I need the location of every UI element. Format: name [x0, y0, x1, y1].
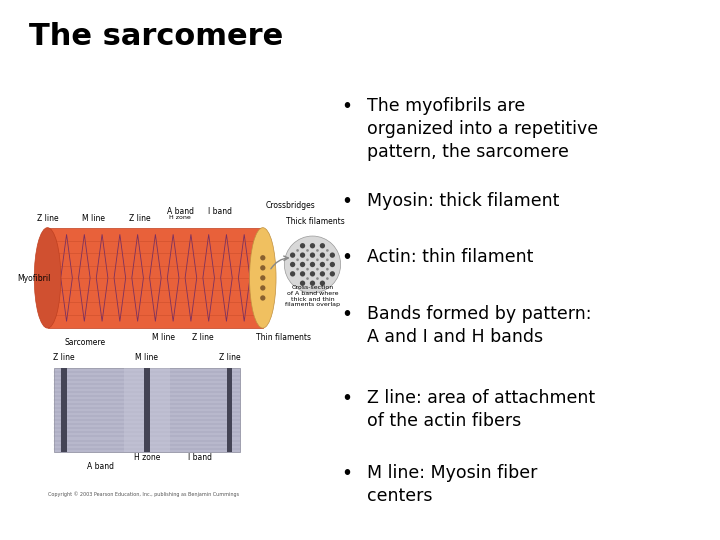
Text: The myofibrils are
organized into a repetitive
pattern, the sarcomere: The myofibrils are organized into a repe… [367, 97, 598, 161]
Circle shape [260, 285, 266, 291]
Text: Z line: Z line [219, 353, 240, 362]
Text: I band: I band [208, 207, 232, 217]
Text: Myofibril: Myofibril [18, 274, 51, 284]
Text: H zone: H zone [134, 454, 160, 462]
Text: •: • [342, 248, 353, 267]
Circle shape [316, 259, 319, 261]
Text: Myosin: thick filament: Myosin: thick filament [367, 192, 559, 210]
Circle shape [290, 271, 295, 276]
Text: Copyright © 2003 Pearson Education, Inc., publishing as Benjamin Cummings: Copyright © 2003 Pearson Education, Inc.… [48, 491, 238, 496]
FancyArrowPatch shape [271, 256, 288, 269]
Circle shape [326, 249, 329, 252]
Circle shape [310, 262, 315, 267]
Circle shape [306, 277, 309, 280]
Circle shape [300, 243, 305, 248]
Text: A band: A band [87, 462, 114, 471]
Text: I band: I band [188, 454, 212, 462]
Circle shape [290, 262, 295, 267]
Text: M line: Myosin fiber
centers: M line: Myosin fiber centers [367, 464, 538, 505]
Circle shape [260, 265, 266, 271]
Circle shape [320, 262, 325, 267]
Circle shape [316, 268, 319, 271]
Circle shape [260, 275, 266, 281]
Circle shape [306, 249, 309, 252]
Circle shape [326, 259, 329, 261]
Text: •: • [342, 389, 353, 408]
Text: A band: A band [166, 207, 194, 217]
Polygon shape [124, 368, 170, 452]
Text: •: • [342, 464, 353, 483]
Circle shape [300, 262, 305, 267]
Circle shape [296, 268, 299, 271]
Text: Z line: Z line [192, 333, 214, 342]
Text: •: • [342, 97, 353, 116]
Polygon shape [61, 368, 67, 452]
Circle shape [284, 236, 341, 293]
Text: Bands formed by pattern:
A and I and H bands: Bands formed by pattern: A and I and H b… [367, 305, 592, 346]
Text: Crossbridges: Crossbridges [266, 200, 316, 210]
Text: Z line: area of attachment
of the actin fibers: Z line: area of attachment of the actin … [367, 389, 595, 430]
Text: Z line: Z line [130, 214, 151, 223]
Text: H zone: H zone [169, 215, 191, 220]
Polygon shape [144, 368, 150, 452]
Text: Actin: thin filament: Actin: thin filament [367, 248, 534, 266]
Circle shape [310, 252, 315, 258]
Polygon shape [227, 368, 233, 452]
Text: Thick filaments: Thick filaments [286, 217, 345, 226]
Circle shape [296, 259, 299, 261]
Circle shape [306, 259, 309, 261]
Text: •: • [342, 305, 353, 324]
Circle shape [296, 249, 299, 252]
Circle shape [320, 252, 325, 258]
Circle shape [310, 271, 315, 276]
Circle shape [320, 281, 325, 286]
Ellipse shape [250, 228, 276, 328]
Polygon shape [54, 368, 240, 452]
Text: M line: M line [152, 333, 175, 342]
Text: M line: M line [135, 353, 158, 362]
Polygon shape [48, 228, 263, 328]
Circle shape [316, 277, 319, 280]
Circle shape [320, 271, 325, 276]
Text: •: • [342, 192, 353, 211]
Circle shape [326, 277, 329, 280]
Circle shape [326, 268, 329, 271]
Circle shape [310, 243, 315, 248]
Circle shape [300, 281, 305, 286]
Text: The sarcomere: The sarcomere [29, 22, 283, 51]
Circle shape [316, 249, 319, 252]
Circle shape [306, 268, 309, 271]
Circle shape [300, 252, 305, 258]
Circle shape [320, 243, 325, 248]
Circle shape [330, 271, 335, 276]
Circle shape [330, 262, 335, 267]
Text: M line: M line [82, 214, 105, 223]
Text: Cross-section
of A band where
thick and thin
filaments overlap: Cross-section of A band where thick and … [285, 285, 340, 307]
Text: Z line: Z line [53, 353, 75, 362]
Text: Z line: Z line [37, 214, 58, 223]
Circle shape [310, 281, 315, 286]
Circle shape [330, 252, 335, 258]
Circle shape [260, 255, 266, 260]
Circle shape [300, 271, 305, 276]
Circle shape [260, 295, 266, 301]
Text: Sarcomere: Sarcomere [64, 338, 105, 347]
Circle shape [290, 252, 295, 258]
Text: Thin filaments: Thin filaments [256, 333, 311, 342]
Ellipse shape [35, 228, 60, 328]
